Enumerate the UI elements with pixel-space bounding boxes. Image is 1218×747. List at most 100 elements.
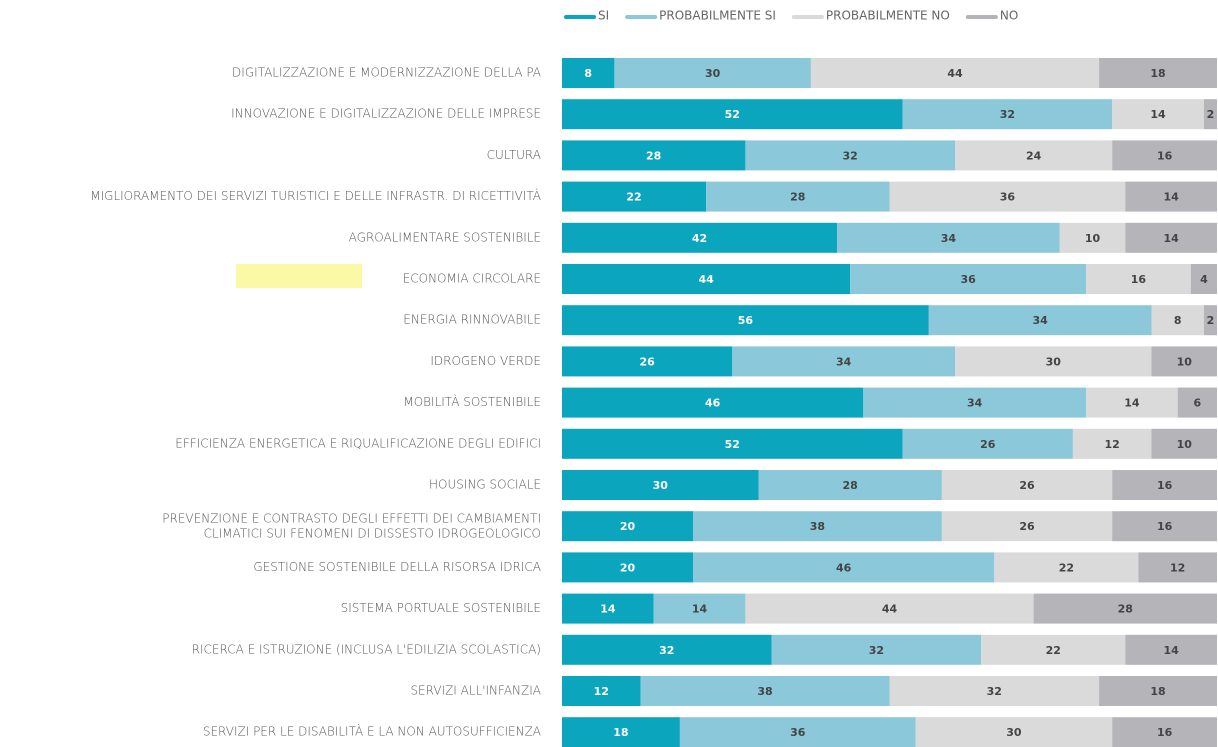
bar-segment	[653, 593, 746, 624]
bar-segment	[640, 676, 890, 706]
bar-segment	[1125, 222, 1217, 253]
value-label: 20	[620, 520, 636, 533]
bar-segment	[863, 387, 1086, 418]
category-label: EFFICIENZA ENERGETICA E RIQUALIFICAZIONE…	[175, 436, 541, 450]
value-label: 18	[1150, 685, 1165, 698]
bar-segment	[706, 181, 890, 212]
category-label: MIGLIORAMENTO DEI SERVIZI TURISTICI E DE…	[90, 188, 541, 203]
value-label: 44	[947, 67, 963, 80]
bar-segment	[902, 428, 1073, 459]
bar-segment	[562, 346, 733, 377]
legend-label: SI	[598, 9, 609, 23]
bar-segment	[1099, 676, 1217, 706]
value-label: 36	[790, 726, 806, 739]
value-label: 12	[594, 685, 609, 698]
bar-segment	[562, 387, 864, 418]
bar-segment	[758, 470, 942, 500]
category-label: MOBILITÀ SOSTENIBILE	[403, 394, 541, 409]
bar-segment	[745, 140, 955, 171]
category-label: ECONOMIA CIRCOLARE	[403, 272, 541, 286]
bar-segment	[928, 305, 1152, 336]
category-label: PREVENZIONE E CONTRASTO DEGLI EFFETTI DE…	[162, 511, 541, 540]
bar-segment	[562, 511, 693, 542]
bar-segment	[562, 676, 641, 706]
value-label: 56	[738, 314, 754, 327]
bar-segment	[693, 552, 995, 583]
value-label: 14	[692, 603, 708, 616]
value-label: 26	[1019, 479, 1035, 492]
value-label: 28	[843, 479, 858, 492]
bar-segment	[679, 717, 916, 747]
value-label: 52	[725, 438, 740, 451]
value-label: 8	[1174, 314, 1182, 327]
bar-segment	[732, 346, 955, 377]
value-label: 38	[757, 685, 772, 698]
category-label: AGROALIMENTARE SOSTENIBILE	[349, 230, 541, 244]
value-label: 14	[1150, 108, 1166, 121]
value-label: 30	[1006, 726, 1022, 739]
value-label: 26	[639, 355, 655, 368]
bar-segment	[1072, 428, 1152, 459]
value-label: 12	[1105, 438, 1120, 451]
value-label: 34	[967, 397, 983, 410]
bar-segment	[562, 58, 615, 88]
category-label: DIGITALIZZAZIONE E MODERNIZZAZIONE DELLA…	[232, 66, 541, 80]
bar-segment	[693, 511, 942, 542]
value-label: 22	[626, 191, 641, 204]
bar-segment	[614, 58, 811, 88]
bar-segment	[1203, 99, 1217, 130]
value-label: 46	[705, 397, 721, 410]
bar-segment	[994, 552, 1139, 583]
bar-segment	[1190, 264, 1217, 294]
value-label: 16	[1157, 726, 1173, 739]
category-label: HOUSING SOCIALE	[429, 478, 541, 492]
value-label: 28	[646, 149, 661, 162]
bar-segment	[562, 264, 851, 294]
category-label: IDROGENO VERDE	[430, 354, 541, 368]
value-label: 46	[836, 561, 852, 574]
highlight	[236, 264, 362, 288]
bar-segment	[562, 140, 746, 171]
bar-segment	[941, 511, 1113, 542]
value-label: 20	[620, 561, 636, 574]
bar-segment	[1099, 58, 1217, 88]
value-label: 14	[600, 603, 616, 616]
value-label: 52	[725, 108, 740, 121]
category-label: SISTEMA PORTUALE SOSTENIBILE	[341, 601, 541, 615]
value-label: 32	[659, 644, 674, 657]
value-label: 16	[1157, 479, 1173, 492]
bar-segment	[1151, 428, 1217, 459]
bar-segment	[1151, 305, 1204, 336]
value-label: 30	[653, 479, 669, 492]
value-label: 38	[810, 520, 825, 533]
value-label: 14	[1163, 191, 1179, 204]
category-label: ENERGIA RINNOVABILE	[403, 313, 541, 327]
value-label: 28	[790, 191, 805, 204]
value-label: 6	[1194, 397, 1202, 410]
value-label: 26	[1019, 520, 1035, 533]
category-label: SERVIZI PER LE DISABILITÀ E LA NON AUTOS…	[203, 724, 541, 739]
value-label: 24	[1026, 149, 1042, 162]
bar-segment	[562, 99, 903, 130]
value-label: 8	[584, 67, 592, 80]
bar-segment	[1112, 470, 1217, 500]
bar-segment	[955, 346, 1152, 377]
category-label: CULTURA	[487, 148, 541, 162]
bar-segment	[1112, 511, 1217, 542]
value-label: 36	[1000, 191, 1016, 204]
value-label: 44	[698, 273, 714, 286]
value-label: 30	[1046, 355, 1062, 368]
value-label: 10	[1177, 355, 1193, 368]
bar-segment	[1177, 387, 1217, 418]
bar-segment	[941, 470, 1113, 500]
bar-segment	[1086, 264, 1191, 294]
value-label: 16	[1157, 520, 1173, 533]
bar-segment	[562, 428, 903, 459]
value-label: 14	[1163, 644, 1179, 657]
value-label: 32	[843, 149, 858, 162]
legend-label: NO	[1000, 9, 1018, 23]
category-label: GESTIONE SOSTENIBILE DELLA RISORSA IDRIC…	[253, 560, 541, 574]
value-label: 32	[1000, 108, 1015, 121]
bar-segment	[562, 222, 838, 253]
